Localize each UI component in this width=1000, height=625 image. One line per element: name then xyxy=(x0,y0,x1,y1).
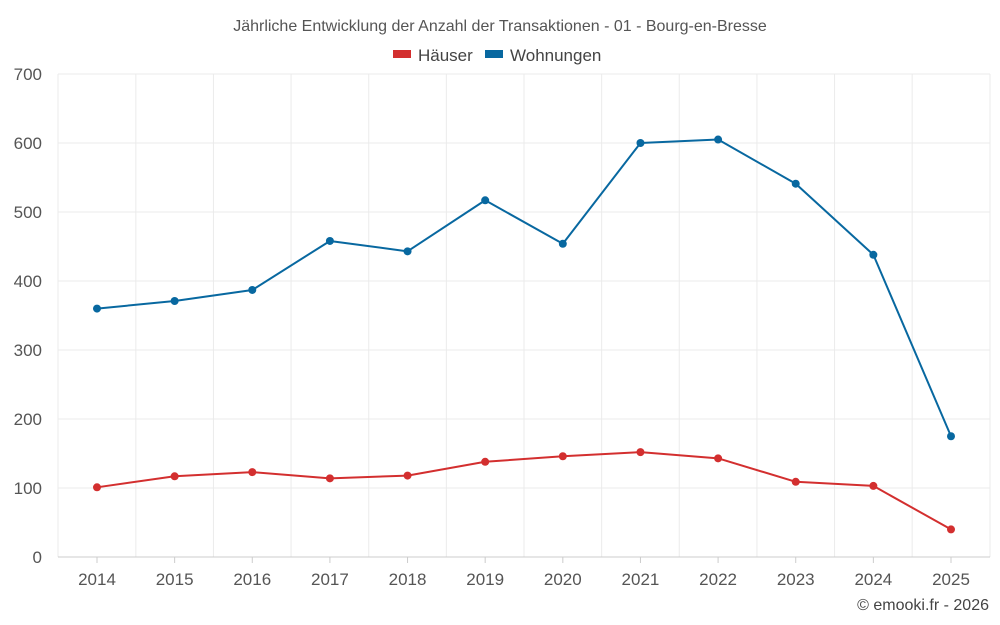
data-point-haeuser[interactable] xyxy=(791,477,800,486)
data-point-wohnungen[interactable] xyxy=(325,236,334,245)
data-point-haeuser[interactable] xyxy=(248,468,257,477)
series-wohnungen xyxy=(93,135,955,441)
legend-item-haeuser[interactable]: Häuser xyxy=(393,46,473,65)
legend-swatch-wohnungen xyxy=(485,50,503,58)
data-point-haeuser[interactable] xyxy=(481,457,490,466)
x-tick-label: 2014 xyxy=(78,570,116,589)
x-tick-label: 2017 xyxy=(311,570,349,589)
data-point-wohnungen[interactable] xyxy=(481,196,490,205)
y-tick-label: 200 xyxy=(14,410,42,429)
legend-swatch-haeuser xyxy=(393,50,411,58)
x-tick-label: 2019 xyxy=(466,570,504,589)
data-point-wohnungen[interactable] xyxy=(947,432,955,441)
data-point-haeuser[interactable] xyxy=(325,474,334,483)
data-point-haeuser[interactable] xyxy=(403,471,412,480)
data-point-wohnungen[interactable] xyxy=(791,179,800,188)
data-point-wohnungen[interactable] xyxy=(170,297,179,306)
x-tick-label: 2023 xyxy=(777,570,815,589)
y-axis: 0 100 200 300 400 500 600 700 xyxy=(14,65,42,567)
y-tick-label: 100 xyxy=(14,479,42,498)
legend[interactable]: Häuser Wohnungen xyxy=(393,46,601,65)
data-point-haeuser[interactable] xyxy=(636,448,645,457)
data-point-wohnungen[interactable] xyxy=(558,239,567,248)
legend-item-wohnungen[interactable]: Wohnungen xyxy=(485,46,601,65)
y-tick-label: 400 xyxy=(14,272,42,291)
data-point-haeuser[interactable] xyxy=(170,472,179,481)
data-point-haeuser[interactable] xyxy=(714,454,723,463)
data-point-wohnungen[interactable] xyxy=(93,304,101,313)
credit-text: © emooki.fr - 2026 xyxy=(857,597,989,614)
data-point-haeuser[interactable] xyxy=(869,481,878,490)
x-tick-label: 2022 xyxy=(699,570,737,589)
data-point-haeuser[interactable] xyxy=(558,452,567,461)
x-tick-label: 2020 xyxy=(544,570,582,589)
series-haeuser xyxy=(93,448,955,534)
x-tick-label: 2016 xyxy=(233,570,271,589)
x-tick-label: 2021 xyxy=(622,570,660,589)
series xyxy=(93,135,955,534)
data-point-wohnungen[interactable] xyxy=(869,250,878,259)
x-tick-label: 2024 xyxy=(854,570,892,589)
y-tick-label: 0 xyxy=(33,548,42,567)
data-point-wohnungen[interactable] xyxy=(714,135,723,144)
data-point-wohnungen[interactable] xyxy=(636,139,645,147)
legend-label-haeuser: Häuser xyxy=(418,46,473,65)
data-point-wohnungen[interactable] xyxy=(403,247,412,256)
series-line-wohnungen xyxy=(96,138,952,437)
x-axis: 2014 2015 2016 2017 2018 2019 2020 2021 2022 2023… xyxy=(58,556,990,589)
x-tick-label: 2015 xyxy=(156,570,194,589)
y-tick-label: 500 xyxy=(14,203,42,222)
y-tick-label: 700 xyxy=(14,65,42,84)
chart-title: Jährliche Entwicklung der Anzahl der Tra… xyxy=(233,18,767,35)
x-tick-label: 2025 xyxy=(932,570,970,589)
data-point-wohnungen[interactable] xyxy=(248,285,257,294)
data-point-haeuser[interactable] xyxy=(93,483,101,492)
y-tick-label: 600 xyxy=(14,134,42,153)
legend-label-wohnungen: Wohnungen xyxy=(510,46,601,65)
series-line-haeuser xyxy=(96,451,952,531)
data-point-haeuser[interactable] xyxy=(947,525,955,534)
x-tick-label: 2018 xyxy=(389,570,427,589)
y-tick-label: 300 xyxy=(14,341,42,360)
grid xyxy=(57,73,991,557)
